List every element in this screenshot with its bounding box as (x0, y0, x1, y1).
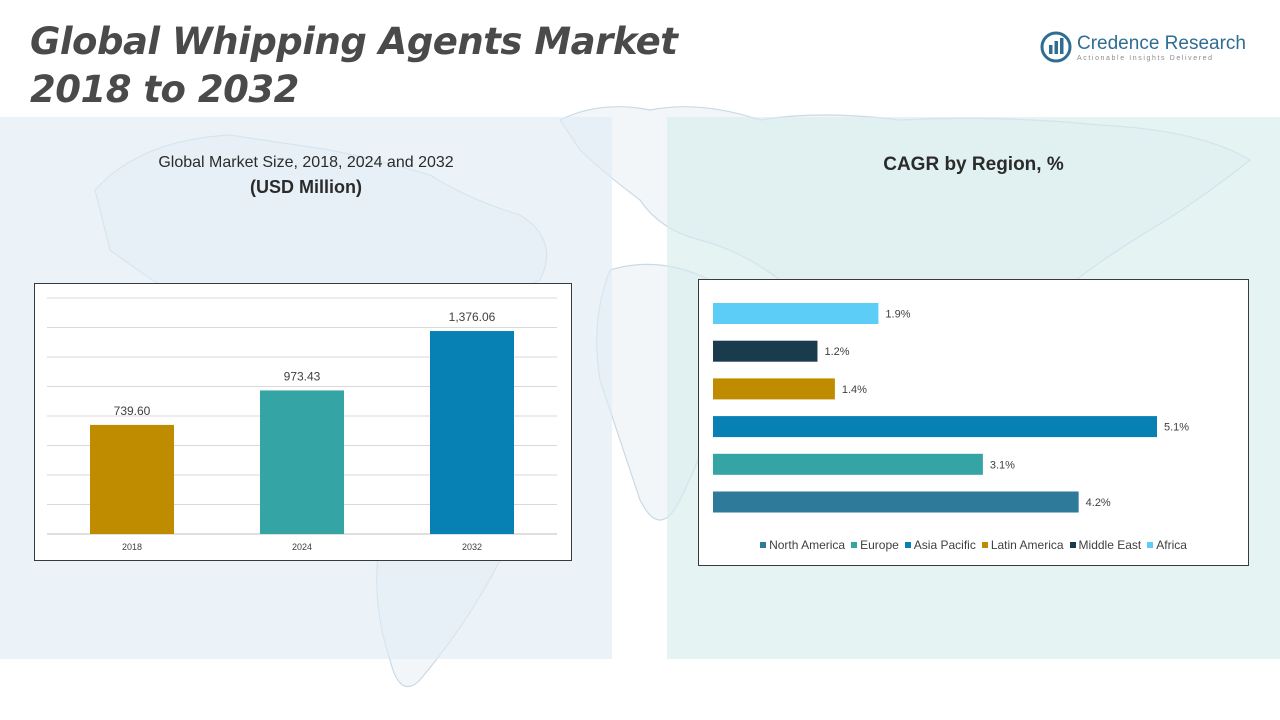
legend-swatch (1147, 542, 1154, 548)
tick-label-2018: 2018 (122, 542, 142, 552)
legend-item-middle-east: Middle East (1069, 538, 1142, 552)
bar-2018 (90, 424, 174, 534)
bar-latin-america (713, 378, 835, 400)
bar-middle-east (713, 340, 818, 362)
bar-europe (713, 453, 983, 475)
legend-swatch (904, 542, 911, 548)
data-label-middle-east: 1.2% (824, 346, 849, 358)
legend-label: Latin America (990, 538, 1064, 552)
data-label-asia-pacific: 5.1% (1164, 422, 1189, 434)
logo-tagline: Actionable Insights Delivered (1077, 55, 1214, 62)
credence-research-logo: Credence Research Actionable Insights De… (1040, 30, 1255, 70)
legend-item-latin-america: Latin America (981, 538, 1064, 552)
market-size-header: Global Market Size, 2018, 2024 and 2032 … (0, 152, 612, 200)
legend-label: Europe (860, 538, 899, 552)
legend-item-africa: Africa (1147, 538, 1187, 552)
bar-north-america (713, 491, 1079, 513)
title-line-1: Global Whipping Agents Market (30, 20, 678, 63)
data-label-latin-america: 1.4% (842, 384, 867, 396)
data-label-2018: 739.60 (114, 404, 151, 418)
data-label-north-america: 4.2% (1086, 497, 1111, 509)
legend-item-europe: Europe (851, 538, 899, 552)
data-label-africa: 1.9% (885, 309, 910, 321)
legend-label: Asia Pacific (913, 538, 976, 552)
credence-logo-icon (1040, 31, 1072, 63)
data-label-2024: 973.43 (284, 369, 321, 383)
logo-name: Credence Research (1077, 33, 1246, 54)
title-line-2: 2018 to 2032 (30, 68, 299, 111)
cagr-bar-svg: 1.9% 1.2% 1.4% 5.1% 3.1% 4.2% (713, 303, 1189, 513)
market-size-unit: (USD Million) (250, 177, 362, 197)
legend-swatch (760, 542, 767, 548)
cagr-chart: 1.9% 1.2% 1.4% 5.1% 3.1% 4.2% North America Eu… (698, 279, 1249, 566)
legend-item-north-america: North America (760, 538, 845, 552)
legend-swatch (981, 542, 988, 548)
bar-africa (713, 303, 879, 324)
legend-label: North America (769, 538, 846, 552)
market-size-subtitle: Global Market Size, 2018, 2024 and 2032 (158, 154, 454, 171)
data-label-europe: 3.1% (990, 459, 1015, 471)
bar-2032 (430, 331, 514, 534)
legend-item-asia-pacific: Asia Pacific (904, 538, 976, 552)
legend-swatch (851, 542, 858, 548)
market-size-bar-svg: 739.60 2018 973.43 2024 1,376.06 2032 (47, 297, 557, 552)
legend-label: Africa (1156, 538, 1187, 552)
bar-2024 (260, 390, 344, 534)
cagr-legend: North America Europe Asia Pacific Latin Ame… (699, 538, 1248, 552)
page-title: Global Whipping Agents Market 2018 to 20… (30, 18, 678, 114)
cagr-title: CAGR by Region, % (883, 154, 1064, 175)
bar-asia-pacific (713, 416, 1157, 438)
legend-swatch (1069, 542, 1076, 548)
market-size-chart: 739.60 2018 973.43 2024 1,376.06 2032 (34, 283, 572, 561)
legend-label: Middle East (1078, 538, 1142, 552)
tick-label-2032: 2032 (462, 542, 482, 552)
tick-label-2024: 2024 (292, 542, 312, 552)
data-label-2032: 1,376.06 (449, 310, 496, 324)
